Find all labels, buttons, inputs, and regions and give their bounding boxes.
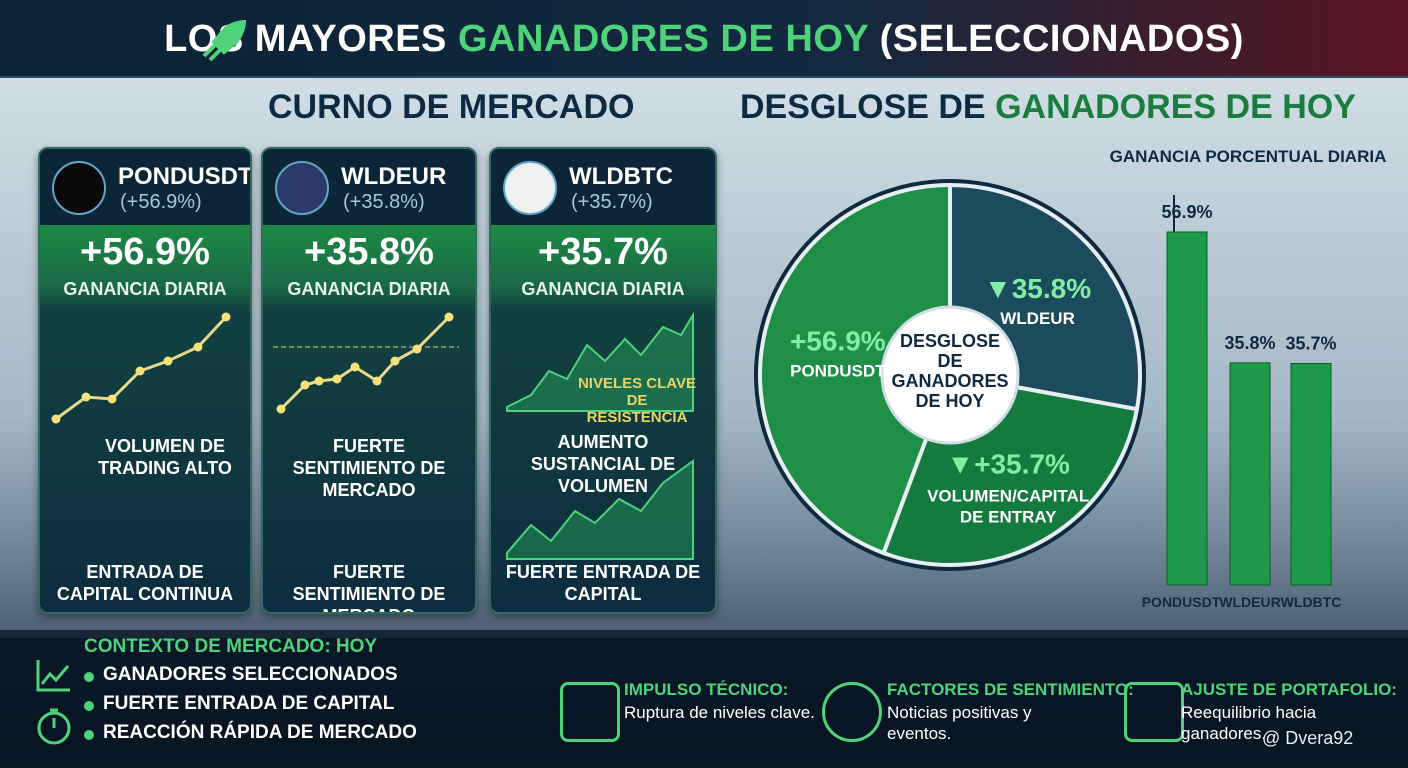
bar-title: GANANCIA PORCENTUAL DIARIA — [1110, 147, 1387, 166]
trend-dot — [51, 414, 61, 424]
gain: +35.8% — [304, 231, 434, 273]
sparkline — [51, 312, 231, 424]
coin-icon — [275, 161, 329, 215]
note: FUERTE SENTIMIENTO DE MERCADO — [292, 562, 446, 612]
symbol: WLDBTC — [569, 163, 673, 190]
bar — [1166, 231, 1208, 586]
gain: +56.9% — [80, 231, 210, 273]
footer-icon — [560, 682, 620, 742]
left-heading: CURNO DE MERCADO — [268, 88, 635, 126]
symbol: WLDEUR — [341, 163, 447, 190]
card-band — [263, 225, 475, 311]
slice-label: VOLUMEN/CAPITAL DE ENTRAY — [927, 486, 1089, 526]
title-part: (SELECCIONADOS) — [868, 18, 1244, 60]
trend-dot — [390, 356, 400, 366]
coin-icon — [503, 161, 557, 215]
title-part: GANADORES DE HOY — [457, 18, 869, 60]
sparkline — [273, 312, 459, 414]
footer-title: IMPULSO TÉCNICO: — [624, 680, 789, 699]
bullet — [84, 701, 94, 711]
footer-text: Ruptura de niveles clave. — [624, 703, 815, 722]
bar-category: WLDEUR — [1219, 594, 1280, 610]
title: LOS MAYORES GANADORES DE HOY (SELECCIONA… — [0, 18, 1408, 61]
footer-icon — [822, 682, 882, 742]
card: PONDUSDT (+56.9%) +56.9% GANANCIA DIARIA VOL… — [38, 147, 252, 614]
pie-slice — [758, 182, 952, 556]
change: (+35.8%) — [343, 191, 425, 213]
trend-dot — [332, 374, 342, 384]
card: WLDBTC (+35.7%) +35.7% GANANCIA DIARIA NIVEL… — [489, 147, 717, 614]
bar-value-label: 35.8% — [1224, 333, 1275, 353]
card-band — [491, 225, 715, 311]
gain: +35.7% — [538, 231, 668, 273]
card: WLDEUR (+35.8%) +35.8% GANANCIA DIARIA FUERT… — [261, 147, 477, 614]
change: (+56.9%) — [120, 191, 202, 213]
title-part: LOS MAYORES — [164, 18, 458, 60]
context-item: REACCIÓN RÁPIDA DE MERCADO — [103, 722, 417, 743]
trend-dot — [193, 342, 203, 352]
footer-text: Reequilibrio hacia ganadores. — [1181, 703, 1317, 743]
bar — [1290, 363, 1332, 586]
area-chart — [506, 459, 694, 560]
trend-dot — [163, 356, 173, 366]
bar-category: PONDUSDT — [1142, 594, 1221, 610]
context-icons — [36, 660, 71, 745]
note: FUERTE ENTRADA DE CAPITAL — [505, 562, 701, 604]
watermark: @ Dvera92 — [1262, 728, 1354, 748]
bar — [1229, 362, 1271, 586]
gain-label: GANANCIA DIARIA — [63, 279, 227, 299]
trend-dot — [412, 344, 422, 354]
bullet — [84, 672, 94, 682]
note: ENTRADA DE CAPITAL CONTINUA — [56, 562, 234, 604]
sparkline — [506, 311, 694, 560]
trend-dot — [300, 380, 310, 390]
footer-bg — [0, 630, 1408, 768]
slice-label: WLDEUR — [1000, 309, 1075, 328]
annotation: NIVELES CLAVE DE RESISTENCIA — [577, 375, 697, 426]
area-chart — [506, 311, 694, 412]
footer-icon — [1124, 682, 1184, 742]
card-band — [40, 225, 250, 311]
note: VOLUMEN DE TRADING ALTO — [98, 436, 232, 478]
symbol: PONDUSDT — [118, 163, 252, 190]
pie-center — [880, 305, 1020, 445]
trend-dot — [107, 394, 117, 404]
rocket-icon — [202, 20, 247, 62]
coin-icon — [52, 161, 106, 215]
gain-label: GANANCIA DIARIA — [287, 279, 451, 299]
context-item: FUERTE ENTRADA DE CAPITAL — [103, 693, 395, 714]
bar-category: WLDBTC — [1281, 594, 1342, 610]
trend-dot — [350, 362, 360, 372]
change: (+35.7%) — [571, 191, 653, 213]
bar-value-label: 56.9% — [1161, 202, 1212, 222]
note: FUERTE SENTIMIENTO DE MERCADO — [292, 436, 446, 500]
slice-value: ▼35.8% — [984, 273, 1091, 304]
heading-part: GANADORES DE HOY — [995, 88, 1356, 126]
trend-dot — [135, 366, 145, 376]
gain-label: GANANCIA DIARIA — [521, 279, 685, 299]
trend-dot — [276, 404, 286, 414]
trend-dot — [372, 376, 382, 386]
right-heading: DESGLOSE DE GANADORES DE HOY — [740, 88, 1356, 127]
context-item: GANADORES SELECCIONADOS — [103, 664, 398, 685]
bar-value-label: 35.7% — [1285, 334, 1336, 354]
footer-text: Noticias positivas y eventos. — [887, 703, 1032, 743]
bullet — [84, 730, 94, 740]
context-title: CONTEXTO DE MERCADO: HOY — [84, 636, 378, 657]
slice-value: +56.9% — [790, 326, 886, 357]
trend-dot — [221, 312, 231, 322]
footer-title: FACTORES DE SENTIMIENTO: — [887, 680, 1134, 699]
note: AUMENTO SUSTANCIAL DE VOLUMEN — [530, 432, 676, 496]
pie-center-label: DESGLOSE DE GANADORES DE HOY — [891, 331, 1008, 411]
footer-title: AJUSTE DE PORTAFOLIO: — [1181, 680, 1397, 699]
trend-dot — [444, 312, 454, 322]
trend-dot — [314, 376, 324, 386]
charts: DESGLOSE DE GANADORES DE HOY+56.9% PONDUSDT ▼… — [754, 147, 1387, 610]
heading-part: DESGLOSE DE — [740, 88, 996, 126]
slice-label: PONDUSDT — [790, 362, 886, 381]
slice-value: ▼+35.7% — [946, 448, 1070, 479]
trend-dot — [81, 392, 91, 402]
